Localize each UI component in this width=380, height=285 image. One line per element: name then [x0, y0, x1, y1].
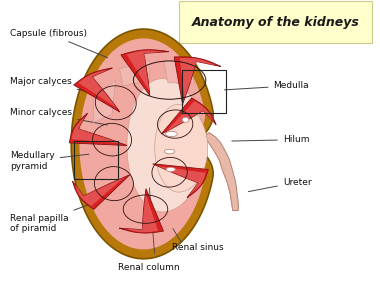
- Polygon shape: [180, 58, 215, 99]
- FancyBboxPatch shape: [179, 1, 372, 43]
- Text: Major calyces: Major calyces: [10, 77, 111, 97]
- Polygon shape: [174, 57, 221, 104]
- Polygon shape: [166, 101, 213, 131]
- Ellipse shape: [182, 117, 189, 122]
- Polygon shape: [79, 38, 205, 249]
- Polygon shape: [71, 29, 213, 259]
- Text: Anatomy of the kidneys: Anatomy of the kidneys: [192, 16, 359, 29]
- Polygon shape: [124, 194, 158, 232]
- Polygon shape: [153, 164, 208, 198]
- Text: Capsule (fibrous): Capsule (fibrous): [10, 29, 108, 58]
- Text: Renal papilla
of piramid: Renal papilla of piramid: [10, 201, 97, 233]
- Polygon shape: [74, 68, 120, 112]
- Polygon shape: [155, 104, 208, 192]
- Text: Medulla: Medulla: [224, 81, 309, 90]
- Polygon shape: [70, 113, 127, 146]
- Polygon shape: [75, 177, 124, 206]
- Text: Minor calyces: Minor calyces: [10, 108, 108, 125]
- Polygon shape: [73, 175, 130, 209]
- Polygon shape: [78, 70, 117, 108]
- Ellipse shape: [165, 149, 175, 154]
- Polygon shape: [162, 98, 216, 134]
- Polygon shape: [71, 117, 121, 143]
- Text: Renal column: Renal column: [119, 263, 180, 272]
- Polygon shape: [158, 166, 206, 194]
- Polygon shape: [93, 80, 116, 123]
- Polygon shape: [127, 79, 204, 212]
- Text: Medullary
pyramid: Medullary pyramid: [10, 151, 89, 171]
- Text: Hilum: Hilum: [232, 135, 309, 144]
- Polygon shape: [121, 50, 169, 96]
- Text: Renal sinus: Renal sinus: [172, 243, 223, 252]
- Polygon shape: [203, 133, 238, 211]
- Ellipse shape: [166, 131, 177, 137]
- Text: Renal
pelvis: Renal pelvis: [165, 137, 192, 156]
- Ellipse shape: [166, 167, 175, 172]
- Polygon shape: [127, 50, 163, 91]
- Polygon shape: [119, 60, 149, 86]
- Text: Ureter: Ureter: [249, 178, 312, 192]
- Polygon shape: [164, 60, 194, 83]
- Polygon shape: [119, 189, 163, 233]
